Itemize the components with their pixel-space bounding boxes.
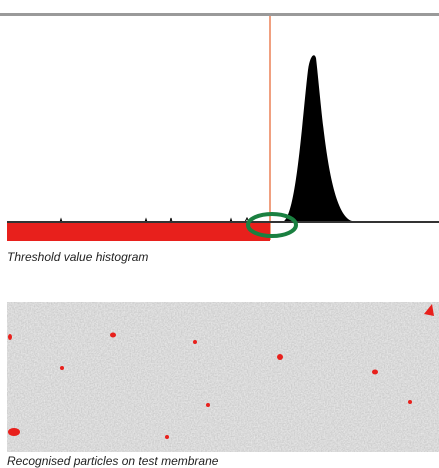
particle — [110, 333, 116, 338]
particle — [8, 334, 12, 340]
histogram-panel — [0, 0, 439, 245]
page: Threshold value histogram Recognised par… — [0, 0, 439, 468]
particle — [193, 340, 197, 344]
membrane-texture — [7, 302, 439, 452]
particle — [408, 400, 412, 404]
particle — [8, 428, 20, 436]
particle — [277, 354, 283, 360]
threshold-bar — [7, 223, 270, 241]
membrane-caption: Recognised particles on test membrane — [7, 454, 218, 468]
particle — [206, 403, 210, 407]
top-rule — [0, 13, 439, 16]
particle — [372, 370, 378, 375]
histogram-peak — [282, 55, 352, 222]
particle — [165, 435, 169, 439]
membrane-image — [0, 302, 439, 454]
particle — [60, 366, 64, 370]
histogram-caption: Threshold value histogram — [7, 250, 148, 264]
